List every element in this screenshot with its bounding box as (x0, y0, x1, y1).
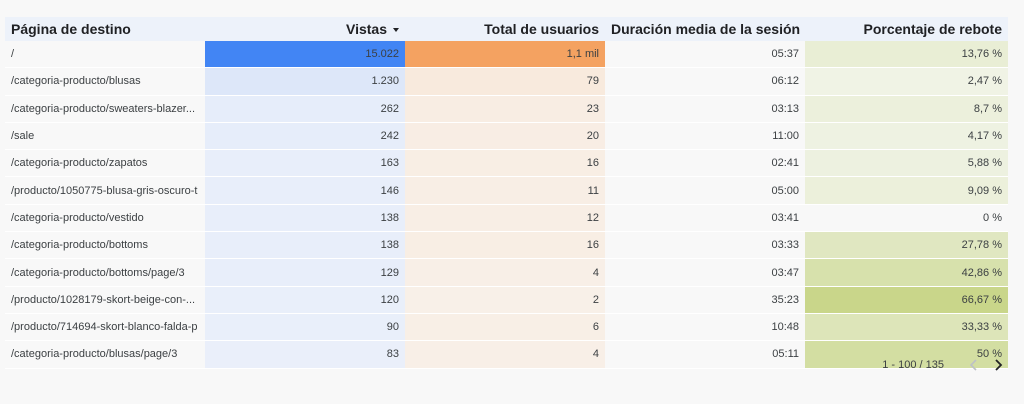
cell-avg-session-duration: 06:12 (605, 67, 805, 96)
cell-views: 138 (205, 204, 405, 233)
header-bounce-rate-label: Porcentaje de rebote (863, 21, 1003, 37)
cell-total-users: 2 (405, 286, 605, 314)
cell-avg-session-duration: 35:23 (605, 286, 805, 314)
cell-total-users: 11 (405, 176, 605, 205)
cell-views: 1.230 (205, 67, 405, 96)
cell-total-users: 1,1 mil (405, 41, 605, 69)
table-row[interactable]: /categoria-producto/vestido 138 12 03:41 0 % (5, 204, 1008, 233)
cell-bounce-rate: 13,76 % (805, 41, 1008, 69)
cell-landing-page: /categoria-producto/bottoms (5, 231, 205, 260)
cell-views: 146 (205, 176, 405, 205)
cell-total-users: 20 (405, 122, 605, 151)
table-row[interactable]: /producto/1028179-skort-beige-con-... 120… (5, 286, 1008, 314)
cell-views: 138 (205, 231, 405, 260)
header-views[interactable]: Vistas (205, 17, 405, 41)
table-row[interactable]: /producto/1050775-blusa-gris-oscuro-t 146… (5, 176, 1008, 205)
cell-total-users: 16 (405, 149, 605, 178)
cell-landing-page: /categoria-producto/vestido (5, 204, 205, 233)
cell-avg-session-duration: 02:41 (605, 149, 805, 178)
cell-landing-page: /categoria-producto/blusas/page/3 (5, 340, 205, 369)
table-row[interactable]: /15.022 1,1 mil 05:37 13,76 % (5, 41, 1008, 69)
data-table-container: Página de destino Vistas Total de usuari… (5, 17, 1008, 369)
landing-page-table: Página de destino Vistas Total de usuari… (5, 17, 1008, 369)
cell-bounce-rate: 8,7 % (805, 95, 1008, 123)
table-row[interactable]: /categoria-producto/bottoms 138 16 03:33 27,… (5, 231, 1008, 260)
cell-views: 163 (205, 149, 405, 178)
table-row[interactable]: /categoria-producto/blusas 1.230 79 06:12 2,… (5, 67, 1008, 96)
cell-bounce-rate: 33,33 % (805, 313, 1008, 342)
table-header-row: Página de destino Vistas Total de usuari… (5, 17, 1008, 41)
cell-landing-page: /categoria-producto/bottoms/page/3 (5, 258, 205, 287)
cell-views: 90 (205, 313, 405, 342)
cell-total-users: 23 (405, 95, 605, 123)
cell-views: 120 (205, 286, 405, 314)
table-row[interactable]: /categoria-producto/bottoms/page/3 129 4 03… (5, 258, 1008, 287)
cell-total-users: 6 (405, 313, 605, 342)
cell-avg-session-duration: 05:00 (605, 176, 805, 205)
cell-bounce-rate: 27,78 % (805, 231, 1008, 260)
cell-bounce-rate: 66,67 % (805, 286, 1008, 314)
cell-avg-session-duration: 05:37 (605, 41, 805, 69)
header-total-users-label: Total de usuarios (484, 21, 599, 37)
cell-bounce-rate: 5,88 % (805, 149, 1008, 178)
table-row[interactable]: /categoria-producto/sweaters-blazer... 26… (5, 95, 1008, 123)
cell-bounce-rate: 2,47 % (805, 67, 1008, 96)
header-avg-session-duration[interactable]: Duración media de la sesión (605, 17, 805, 41)
chevron-right-icon[interactable] (986, 353, 1010, 377)
table-row[interactable]: /producto/714694-skort-blanco-falda-p 90 6… (5, 313, 1008, 342)
cell-landing-page: /categoria-producto/zapatos (5, 149, 205, 178)
cell-total-users: 12 (405, 204, 605, 233)
cell-avg-session-duration: 03:41 (605, 204, 805, 233)
cell-avg-session-duration: 05:11 (605, 340, 805, 369)
cell-avg-session-duration: 03:33 (605, 231, 805, 260)
pagination-range: 1 - 100 / 135 (882, 359, 944, 371)
cell-bounce-rate: 0 % (805, 204, 1008, 233)
cell-views: 129 (205, 258, 405, 287)
chevron-left-icon[interactable] (962, 353, 986, 377)
header-views-label: Vistas (346, 21, 387, 37)
cell-bounce-rate: 9,09 % (805, 176, 1008, 205)
cell-avg-session-duration: 10:48 (605, 313, 805, 342)
cell-landing-page: /producto/1028179-skort-beige-con-... (5, 286, 205, 314)
table-row[interactable]: /sale 242 20 11:00 4,17 % (5, 122, 1008, 151)
header-total-users[interactable]: Total de usuarios (405, 17, 605, 41)
cell-avg-session-duration: 03:47 (605, 258, 805, 287)
cell-views: 83 (205, 340, 405, 369)
pagination: 1 - 100 / 135 (830, 351, 1010, 379)
header-bounce-rate[interactable]: Porcentaje de rebote (805, 17, 1008, 41)
cell-landing-page: /categoria-producto/sweaters-blazer... (5, 95, 205, 123)
cell-total-users: 4 (405, 258, 605, 287)
sort-down-icon[interactable] (393, 28, 399, 33)
header-avg-session-duration-label: Duración media de la sesión (611, 21, 801, 37)
cell-landing-page: /sale (5, 122, 205, 151)
cell-total-users: 4 (405, 340, 605, 369)
cell-views: 262 (205, 95, 405, 123)
header-landing-page[interactable]: Página de destino (5, 17, 205, 41)
cell-avg-session-duration: 03:13 (605, 95, 805, 123)
header-landing-page-label: Página de destino (11, 21, 131, 37)
cell-views: 15.022 (205, 41, 405, 69)
cell-views: 242 (205, 122, 405, 151)
cell-bounce-rate: 50 % (805, 340, 1008, 369)
cell-landing-page: / (5, 41, 205, 69)
cell-bounce-rate: 42,86 % (805, 258, 1008, 287)
cell-landing-page: /categoria-producto/blusas (5, 67, 205, 96)
cell-total-users: 16 (405, 231, 605, 260)
cell-total-users: 79 (405, 67, 605, 96)
table-row[interactable]: /categoria-producto/blusas/page/3 83 4 05:1… (5, 340, 1008, 369)
table-row[interactable]: /categoria-producto/zapatos 163 16 02:41 5,8… (5, 149, 1008, 178)
cell-bounce-rate: 4,17 % (805, 122, 1008, 151)
cell-landing-page: /producto/1050775-blusa-gris-oscuro-t (5, 176, 205, 205)
cell-avg-session-duration: 11:00 (605, 122, 805, 151)
cell-landing-page: /producto/714694-skort-blanco-falda-p (5, 313, 205, 342)
